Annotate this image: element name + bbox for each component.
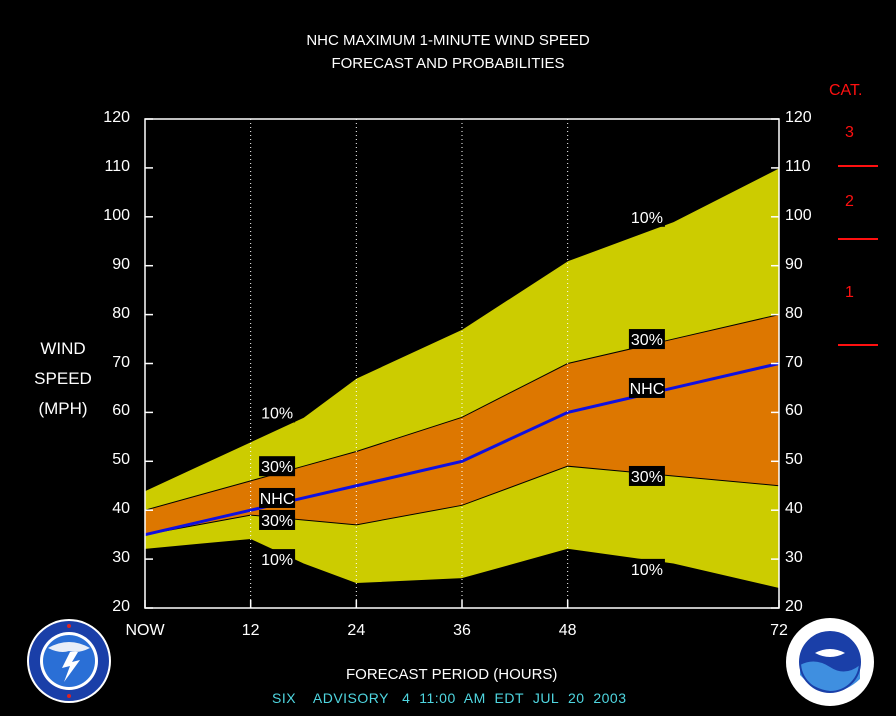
- annotation-box: [628, 329, 665, 350]
- annotation-box: [628, 465, 665, 486]
- x-axis-title: FORECAST PERIOD (HOURS): [346, 666, 558, 683]
- category-2-label: 2: [845, 193, 854, 210]
- y-tick-label: 70: [785, 353, 803, 371]
- chart-title: NHC MAXIMUM 1-MINUTE WIND SPEED: [306, 32, 590, 49]
- y-tick-label: 90: [112, 255, 130, 273]
- x-tick-label: 72: [770, 622, 788, 639]
- nws-logo: [27, 619, 111, 703]
- annotation-label: 30%: [631, 332, 663, 349]
- advisory-footer: SIX ADVISORY 4 11:00 AM EDT JUL 20 2003: [272, 690, 627, 706]
- y-tick-label: 30: [112, 549, 130, 567]
- advisory-year: 2003: [593, 690, 627, 706]
- advisory-time: 11:00: [419, 690, 456, 706]
- noaa-logo: [786, 618, 874, 706]
- ylabel-line-3: (MPH): [38, 399, 88, 418]
- x-tick-label: NOW: [125, 622, 165, 639]
- annotation-box: [628, 206, 665, 227]
- y-tick-label: 100: [785, 206, 812, 224]
- category-1-label: 1: [845, 284, 854, 301]
- y-tick-label: 30: [785, 549, 803, 567]
- y-tick-label: 40: [112, 500, 130, 518]
- y-tick-label: 60: [112, 402, 130, 420]
- y-tick-label: 120: [785, 109, 812, 126]
- chart-subtitle: FORECAST AND PROBABILITIES: [331, 55, 565, 72]
- advisory-tz: EDT: [494, 690, 525, 706]
- x-tick-label: 12: [241, 622, 260, 639]
- ylabel-line-1: WIND: [40, 339, 86, 358]
- annotation-label: NHC: [260, 491, 295, 508]
- advisory-word: ADVISORY: [312, 690, 389, 706]
- annotation-label: 30%: [261, 459, 293, 476]
- y-tick-label: 20: [785, 598, 803, 615]
- y-tick-label: 100: [103, 206, 130, 224]
- annotation-box: [259, 487, 296, 508]
- y-tick-label: 20: [112, 598, 130, 615]
- advisory-storm-name: SIX: [272, 690, 297, 706]
- category-threshold-line: [838, 238, 878, 240]
- y-tick-label: 80: [112, 304, 130, 322]
- annotation-box: [628, 377, 665, 398]
- annotation-box: [259, 509, 296, 530]
- x-tick-label: 48: [558, 622, 577, 639]
- annotation-label: 10%: [261, 405, 293, 422]
- annotation-box: [259, 549, 296, 570]
- y-tick-label: 60: [785, 402, 803, 420]
- y-tick-label: 90: [785, 255, 803, 273]
- annotation-box: [628, 558, 665, 579]
- advisory-day: 20: [568, 690, 585, 706]
- annotation-label: NHC: [630, 381, 665, 398]
- x-tick-label: 36: [453, 622, 471, 639]
- advisory-month: JUL: [532, 690, 560, 706]
- y-tick-label: 80: [785, 304, 803, 322]
- y-tick-label: 50: [112, 451, 130, 469]
- annotation-box: [259, 402, 296, 423]
- advisory-number: 4: [402, 690, 411, 706]
- annotation-label: 10%: [631, 562, 663, 579]
- category-threshold-line: [838, 344, 878, 346]
- annotation-label: 30%: [261, 513, 293, 530]
- y-tick-label: 70: [112, 353, 130, 371]
- advisory-ampm: AM: [463, 690, 486, 706]
- x-tick-label: 24: [347, 622, 366, 639]
- ylabel-line-2: SPEED: [34, 369, 92, 388]
- annotation-box: [259, 456, 296, 477]
- y-tick-label: 50: [785, 451, 803, 469]
- y-tick-label: 40: [785, 500, 803, 518]
- annotation-label: 10%: [631, 210, 663, 227]
- category-title: CAT.: [829, 82, 863, 99]
- series-line-0: [144, 167, 780, 492]
- category-threshold-line: [838, 165, 878, 167]
- y-tick-label: 120: [103, 109, 130, 126]
- band-30-percent: [145, 314, 779, 535]
- annotation-label: 10%: [261, 552, 293, 569]
- y-tick-label: 110: [785, 157, 811, 175]
- annotation-label: 30%: [631, 469, 663, 486]
- category-3-label: 3: [845, 124, 854, 141]
- y-tick-label: 110: [104, 157, 130, 175]
